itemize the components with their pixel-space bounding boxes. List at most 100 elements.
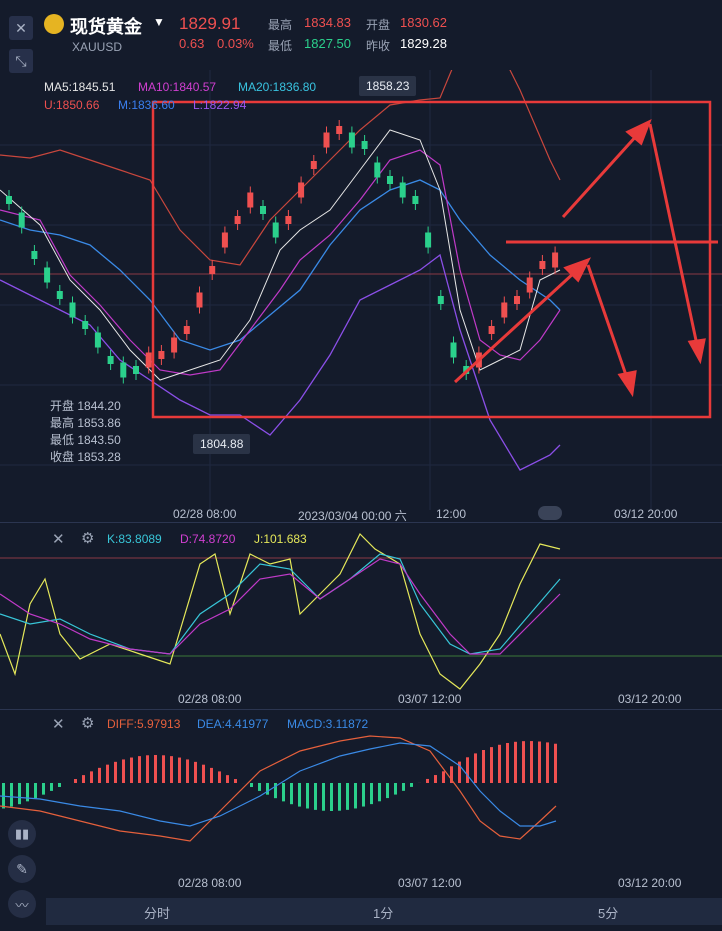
candle (196, 292, 203, 308)
macd-bar (330, 783, 333, 811)
prev-close-value: 1829.28 (400, 36, 447, 51)
change-percent: 0.03% (217, 36, 254, 51)
last-price: 1829.91 (179, 14, 241, 33)
candles-group (6, 120, 559, 384)
macd-bar (250, 783, 253, 788)
macd-bar (338, 783, 341, 811)
macd-bar (234, 779, 237, 783)
candle (69, 302, 76, 318)
candle (272, 222, 279, 238)
kdj-k-label: K:83.8089 (107, 532, 162, 546)
settings-icon[interactable]: ⚙ (81, 530, 95, 547)
drag-handle[interactable] (538, 506, 562, 520)
low-label: 最低 (268, 39, 293, 53)
candle (133, 366, 139, 374)
main-chart[interactable]: MA5:1845.51 MA10:1840.57 MA20:1836.80 U:… (0, 70, 722, 523)
tab-5min[interactable]: 5分 (598, 906, 619, 921)
candle (94, 332, 101, 348)
macd-bar (266, 783, 269, 795)
axis-date-crosshair: 2023/03/04 00:00 六 (298, 509, 407, 523)
macd-bar (82, 775, 85, 783)
candle (539, 261, 546, 269)
candle (107, 356, 114, 364)
macd-bar (122, 759, 125, 783)
boll-lower-label: L:1822.94 (193, 98, 247, 112)
kdj-axis-date-3: 03/12 20:00 (618, 692, 682, 706)
macd-bar (58, 783, 61, 787)
candle (145, 352, 152, 368)
candle (31, 251, 38, 259)
candle (348, 132, 355, 148)
ma5-label: MA5:1845.51 (44, 80, 116, 94)
ohlc-open: 1844.20 (77, 399, 121, 413)
candle (56, 291, 63, 299)
macd-bar (146, 755, 149, 783)
candle (323, 132, 330, 148)
macd-macd-label: MACD:3.11872 (287, 717, 369, 731)
collapse-icon[interactable]: ⤡ (9, 49, 33, 73)
macd-bar (18, 783, 21, 805)
macd-bar (362, 783, 365, 807)
candle (526, 277, 533, 293)
macd-panel[interactable]: ✕ ⚙ DIFF:5.97913 DEA:4.41977 MACD:3.1187… (0, 711, 722, 896)
macd-bar (482, 749, 485, 783)
candle (120, 362, 127, 378)
candle (336, 126, 343, 134)
macd-bar (226, 775, 229, 783)
candle (361, 141, 368, 149)
symbol-code: XAUUSD (72, 40, 123, 54)
ma20-label: MA20:1836.80 (238, 80, 317, 94)
macd-bar (74, 779, 77, 783)
high-value: 1834.83 (304, 15, 351, 30)
close-icon[interactable]: ✕ (52, 716, 65, 733)
candle (158, 351, 165, 359)
ohlc-low: 1843.50 (77, 433, 121, 447)
macd-bar (26, 783, 29, 802)
close-icon[interactable]: ✕ (52, 531, 65, 548)
candle (298, 182, 305, 198)
tab-timeshare[interactable]: 分时 (144, 906, 171, 921)
candlestick-chart-svg[interactable] (0, 70, 722, 522)
macd-bar (466, 757, 469, 783)
candle (514, 296, 520, 304)
macd-bar (106, 764, 109, 783)
kdj-panel[interactable]: ✕ ⚙ K:83.8089 D:74.8720 J:101.683 02/28 … (0, 524, 722, 709)
macd-bar (218, 771, 221, 783)
candle (6, 196, 12, 204)
macd-bar (202, 764, 205, 783)
chevron-down-icon[interactable]: ▼ (153, 15, 165, 29)
macd-bar (194, 761, 197, 783)
candle (552, 252, 559, 268)
candle (285, 216, 292, 224)
instrument-title[interactable]: 现货黄金 (70, 17, 142, 37)
macd-bar (378, 783, 381, 802)
macd-bar (154, 755, 157, 783)
indicator-icon[interactable]: 〰 (8, 890, 36, 918)
trend-arrows (453, 119, 706, 398)
macd-bar (434, 775, 437, 783)
ohlc-high: 1853.86 (77, 416, 121, 430)
macd-bar (370, 783, 373, 805)
macd-bar (450, 766, 453, 783)
annotation-box (151, 100, 712, 419)
open-label: 开盘 (366, 18, 391, 32)
candle (374, 162, 381, 178)
pencil-icon[interactable]: ✎ (8, 855, 36, 883)
close-icon[interactable]: ✕ (9, 16, 33, 40)
macd-histogram (2, 741, 557, 811)
macd-bar (210, 767, 213, 783)
candle (247, 192, 254, 208)
macd-bar (514, 741, 517, 783)
macd-bar (274, 783, 277, 799)
macd-bar (178, 757, 181, 783)
settings-icon[interactable]: ⚙ (81, 715, 95, 732)
ohlc-close: 1853.28 (77, 450, 121, 464)
low-marker: 1804.88 (193, 434, 251, 454)
candle (437, 296, 444, 304)
candle (501, 302, 508, 318)
macd-bar (354, 783, 357, 809)
tab-1min[interactable]: 1分 (373, 906, 394, 921)
macd-bar (290, 783, 293, 805)
candlestick-icon[interactable]: ▮▮ (8, 820, 36, 848)
macd-bar (42, 783, 45, 795)
